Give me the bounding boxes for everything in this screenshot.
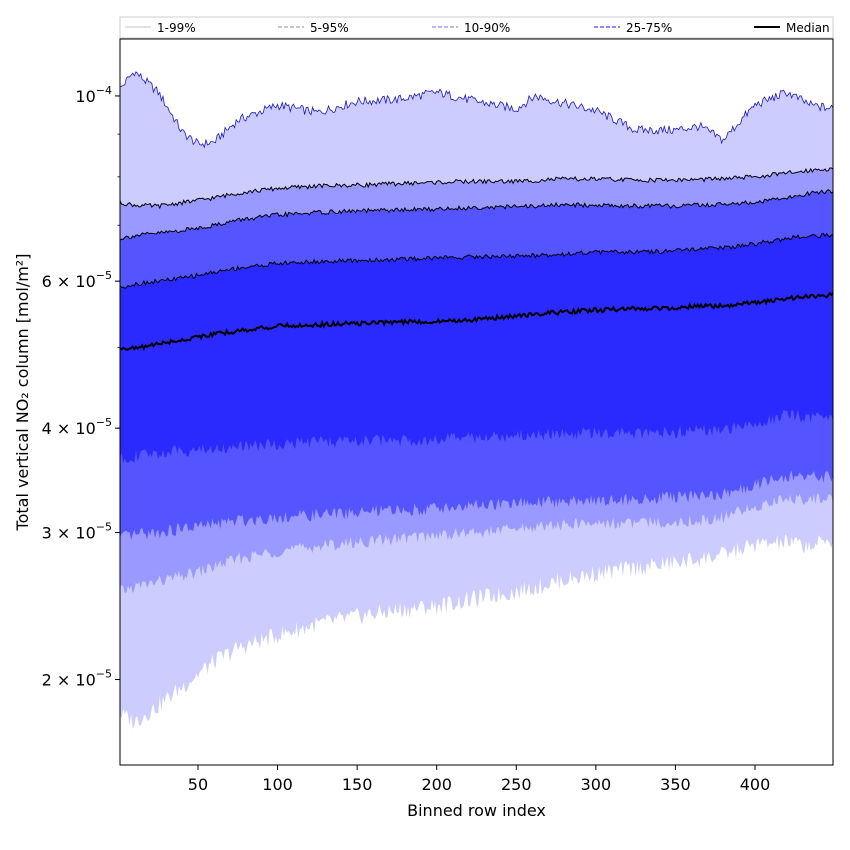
- x-tick-label: 250: [501, 775, 532, 794]
- lines-layer: [119, 71, 834, 351]
- legend-entry: 5-95%: [278, 21, 349, 35]
- y-tick-label: 2 × 10−5: [42, 668, 112, 690]
- y-tick-label: 3 × 10−5: [42, 521, 112, 543]
- x-tick-label: 200: [421, 775, 452, 794]
- band-25-75%-area: [120, 233, 833, 464]
- x-axis-label: Binned row index: [407, 801, 546, 820]
- x-axis: 50 100 150 200 250 300 350 400: [188, 765, 770, 794]
- x-tick-label: 400: [740, 775, 771, 794]
- band-25-75%-upper-line: [119, 232, 834, 289]
- legend-label: 25-75%: [626, 21, 672, 35]
- bands-layer: [120, 71, 833, 729]
- legend: 1-99% 5-95% 10-90% 25-75% Median: [119, 16, 834, 39]
- legend-entry: 10-90%: [432, 21, 510, 35]
- y-axis-label: Total vertical NO₂ column [mol/m²]: [13, 254, 32, 532]
- legend-label: 10-90%: [464, 21, 510, 35]
- median-line: [119, 291, 834, 351]
- x-tick-label: 100: [262, 775, 293, 794]
- x-tick-label: 150: [342, 775, 373, 794]
- plot-frame: [119, 38, 834, 766]
- legend-label: 1-99%: [157, 21, 196, 35]
- legend-entry: Median: [754, 21, 830, 35]
- y-axis: 2 × 10−5 3 × 10−5 4 × 10−5 6 × 10−5 10−4: [42, 84, 120, 690]
- legend-entry: 25-75%: [594, 21, 672, 35]
- x-tick-label: 300: [581, 775, 612, 794]
- legend-label: Median: [786, 21, 830, 35]
- band-5-95%-upper-line: [119, 167, 834, 210]
- legend-label: 5-95%: [310, 21, 349, 35]
- y-tick-label: 10−4: [75, 84, 112, 106]
- x-tick-label: 50: [188, 775, 208, 794]
- y-tick-label: 6 × 10−5: [42, 269, 112, 291]
- band-1-99%-upper-line: [119, 71, 834, 149]
- legend-box: [119, 16, 834, 39]
- y-tick-label: 4 × 10−5: [42, 416, 112, 438]
- x-tick-label: 350: [660, 775, 691, 794]
- band-10-90%-upper-line: [119, 189, 834, 241]
- legend-entry: 1-99%: [125, 21, 196, 35]
